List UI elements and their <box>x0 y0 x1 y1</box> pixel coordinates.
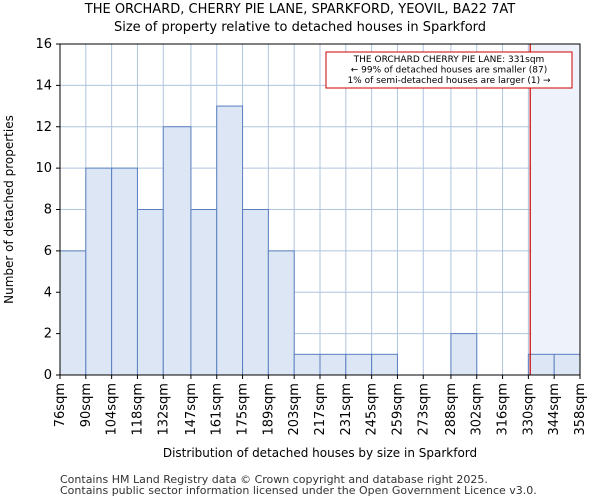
annotation-line-3: 1% of semi-detached houses are larger (1… <box>347 76 551 86</box>
histogram-bar <box>111 167 138 376</box>
x-tick-label: 316sqm <box>496 383 511 436</box>
x-tick-label: 118sqm <box>130 383 145 436</box>
x-tick-label: 288sqm <box>444 383 459 436</box>
x-tick-label: 90sqm <box>79 383 94 427</box>
y-tick-label: 16 <box>35 37 52 52</box>
annotation-line-1: THE ORCHARD CHERRY PIE LANE: 331sqm <box>353 55 545 65</box>
histogram-bar <box>450 333 478 376</box>
x-tick-label: 344sqm <box>547 383 562 436</box>
chart-title: THE ORCHARD, CHERRY PIE LANE, SPARKFORD,… <box>84 2 516 17</box>
footer-copyright: Contains HM Land Registry data © Crown c… <box>60 473 488 486</box>
y-tick-labels: 0 2 4 6 8 10 12 14 16 <box>35 37 52 383</box>
y-tick-label: 2 <box>44 327 52 342</box>
histogram-bar <box>371 353 398 376</box>
x-tick-labels: 76sqm 90sqm 104sqm 118sqm 132sqm 147sqm 161sqm… <box>53 383 588 436</box>
histogram-bar <box>553 353 581 376</box>
x-tick-label: 147sqm <box>184 383 199 436</box>
histogram-bar <box>267 250 295 376</box>
histogram-bar <box>136 209 164 376</box>
annotation-box: THE ORCHARD CHERRY PIE LANE: 331sqm ← 99… <box>325 51 573 89</box>
y-tick-label: 10 <box>35 161 52 176</box>
histogram-bar <box>527 353 555 376</box>
histogram-bar <box>242 209 269 376</box>
histogram-bar <box>162 126 192 376</box>
histogram-bar <box>190 209 218 376</box>
x-tick-label: 245sqm <box>365 383 380 436</box>
histogram-bar <box>319 353 347 376</box>
histogram-bar <box>293 353 321 376</box>
chart-subtitle: Size of property relative to detached ho… <box>113 20 487 35</box>
axes <box>56 43 581 379</box>
annotation-line-2: ← 99% of detached houses are smaller (87… <box>351 66 548 76</box>
bars <box>59 105 581 376</box>
x-tick-label: 217sqm <box>313 383 328 436</box>
histogram-bar <box>345 353 373 376</box>
y-axis-label: Number of detached properties <box>2 115 16 304</box>
x-tick-label: 273sqm <box>416 383 431 436</box>
x-tick-label: 189sqm <box>261 383 276 436</box>
y-tick-label: 0 <box>44 368 52 383</box>
histogram-bar <box>85 167 113 376</box>
x-tick-label: 302sqm <box>470 383 485 436</box>
histogram-bar <box>216 105 244 376</box>
x-tick-label: 161sqm <box>210 383 225 436</box>
y-tick-label: 6 <box>44 244 52 259</box>
x-tick-label: 231sqm <box>339 383 354 436</box>
annotation-frame <box>325 51 573 89</box>
y-tick-label: 14 <box>35 78 52 93</box>
histogram-bar <box>59 250 87 376</box>
x-tick-label: 203sqm <box>287 383 302 436</box>
x-tick-label: 259sqm <box>390 383 405 436</box>
x-tick-label: 330sqm <box>521 383 536 436</box>
y-tick-label: 12 <box>35 120 52 135</box>
x-axis-label: Distribution of detached houses by size … <box>163 446 477 460</box>
x-tick-label: 76sqm <box>53 383 68 427</box>
x-tick-label: 104sqm <box>105 383 120 436</box>
footer-licence: Contains public sector information licen… <box>60 484 537 497</box>
y-tick-label: 4 <box>44 285 52 300</box>
y-tick-label: 8 <box>44 203 52 218</box>
highlight-region <box>530 44 580 375</box>
x-tick-label: 132sqm <box>156 383 171 436</box>
x-tick-label: 175sqm <box>236 383 251 436</box>
x-tick-label: 358sqm <box>573 383 588 436</box>
